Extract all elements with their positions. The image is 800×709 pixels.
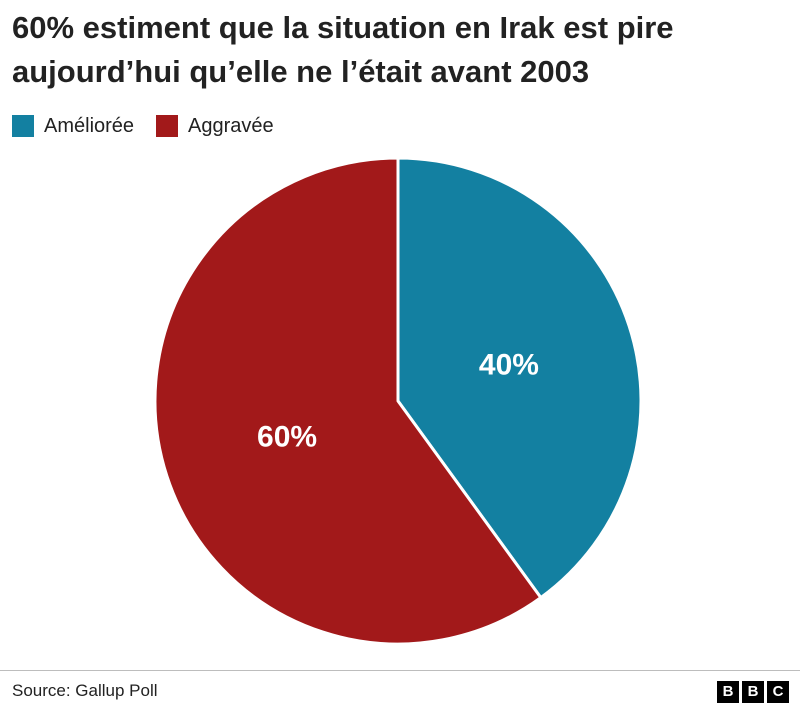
footer-divider	[0, 670, 800, 671]
pie-slice-ameliore	[396, 156, 643, 600]
pie-label-ameliore: 40%	[479, 348, 539, 381]
bbc-logo-letter-2: B	[742, 681, 764, 703]
legend-label-aggravee: Aggravée	[188, 114, 274, 137]
chart-legend: Améliorée Aggravée	[12, 113, 296, 139]
legend-label-ameliore: Améliorée	[44, 114, 135, 137]
source-note: Source: Gallup Poll	[12, 681, 158, 700]
bbc-logo-letter-1: B	[717, 681, 739, 703]
legend-swatch-ameliore	[12, 115, 34, 137]
pie-slice-aggravee	[153, 156, 543, 646]
chart-title-line-2: aujourd’hui qu’elle ne l’était avant 200…	[12, 54, 590, 89]
legend-item-aggravee: Aggravée	[156, 115, 274, 138]
legend-item-ameliore: Améliorée	[12, 115, 134, 138]
bbc-logo-letter-3: C	[767, 681, 789, 703]
pie-label-aggravee: 60%	[257, 421, 317, 454]
chart-title: 60% estiment que la situation en Irak es…	[12, 6, 792, 94]
chart-title-line-1: 60% estiment que la situation en Irak es…	[12, 10, 674, 45]
bbc-logo: B B C	[714, 681, 789, 703]
legend-swatch-aggravee	[156, 115, 179, 137]
